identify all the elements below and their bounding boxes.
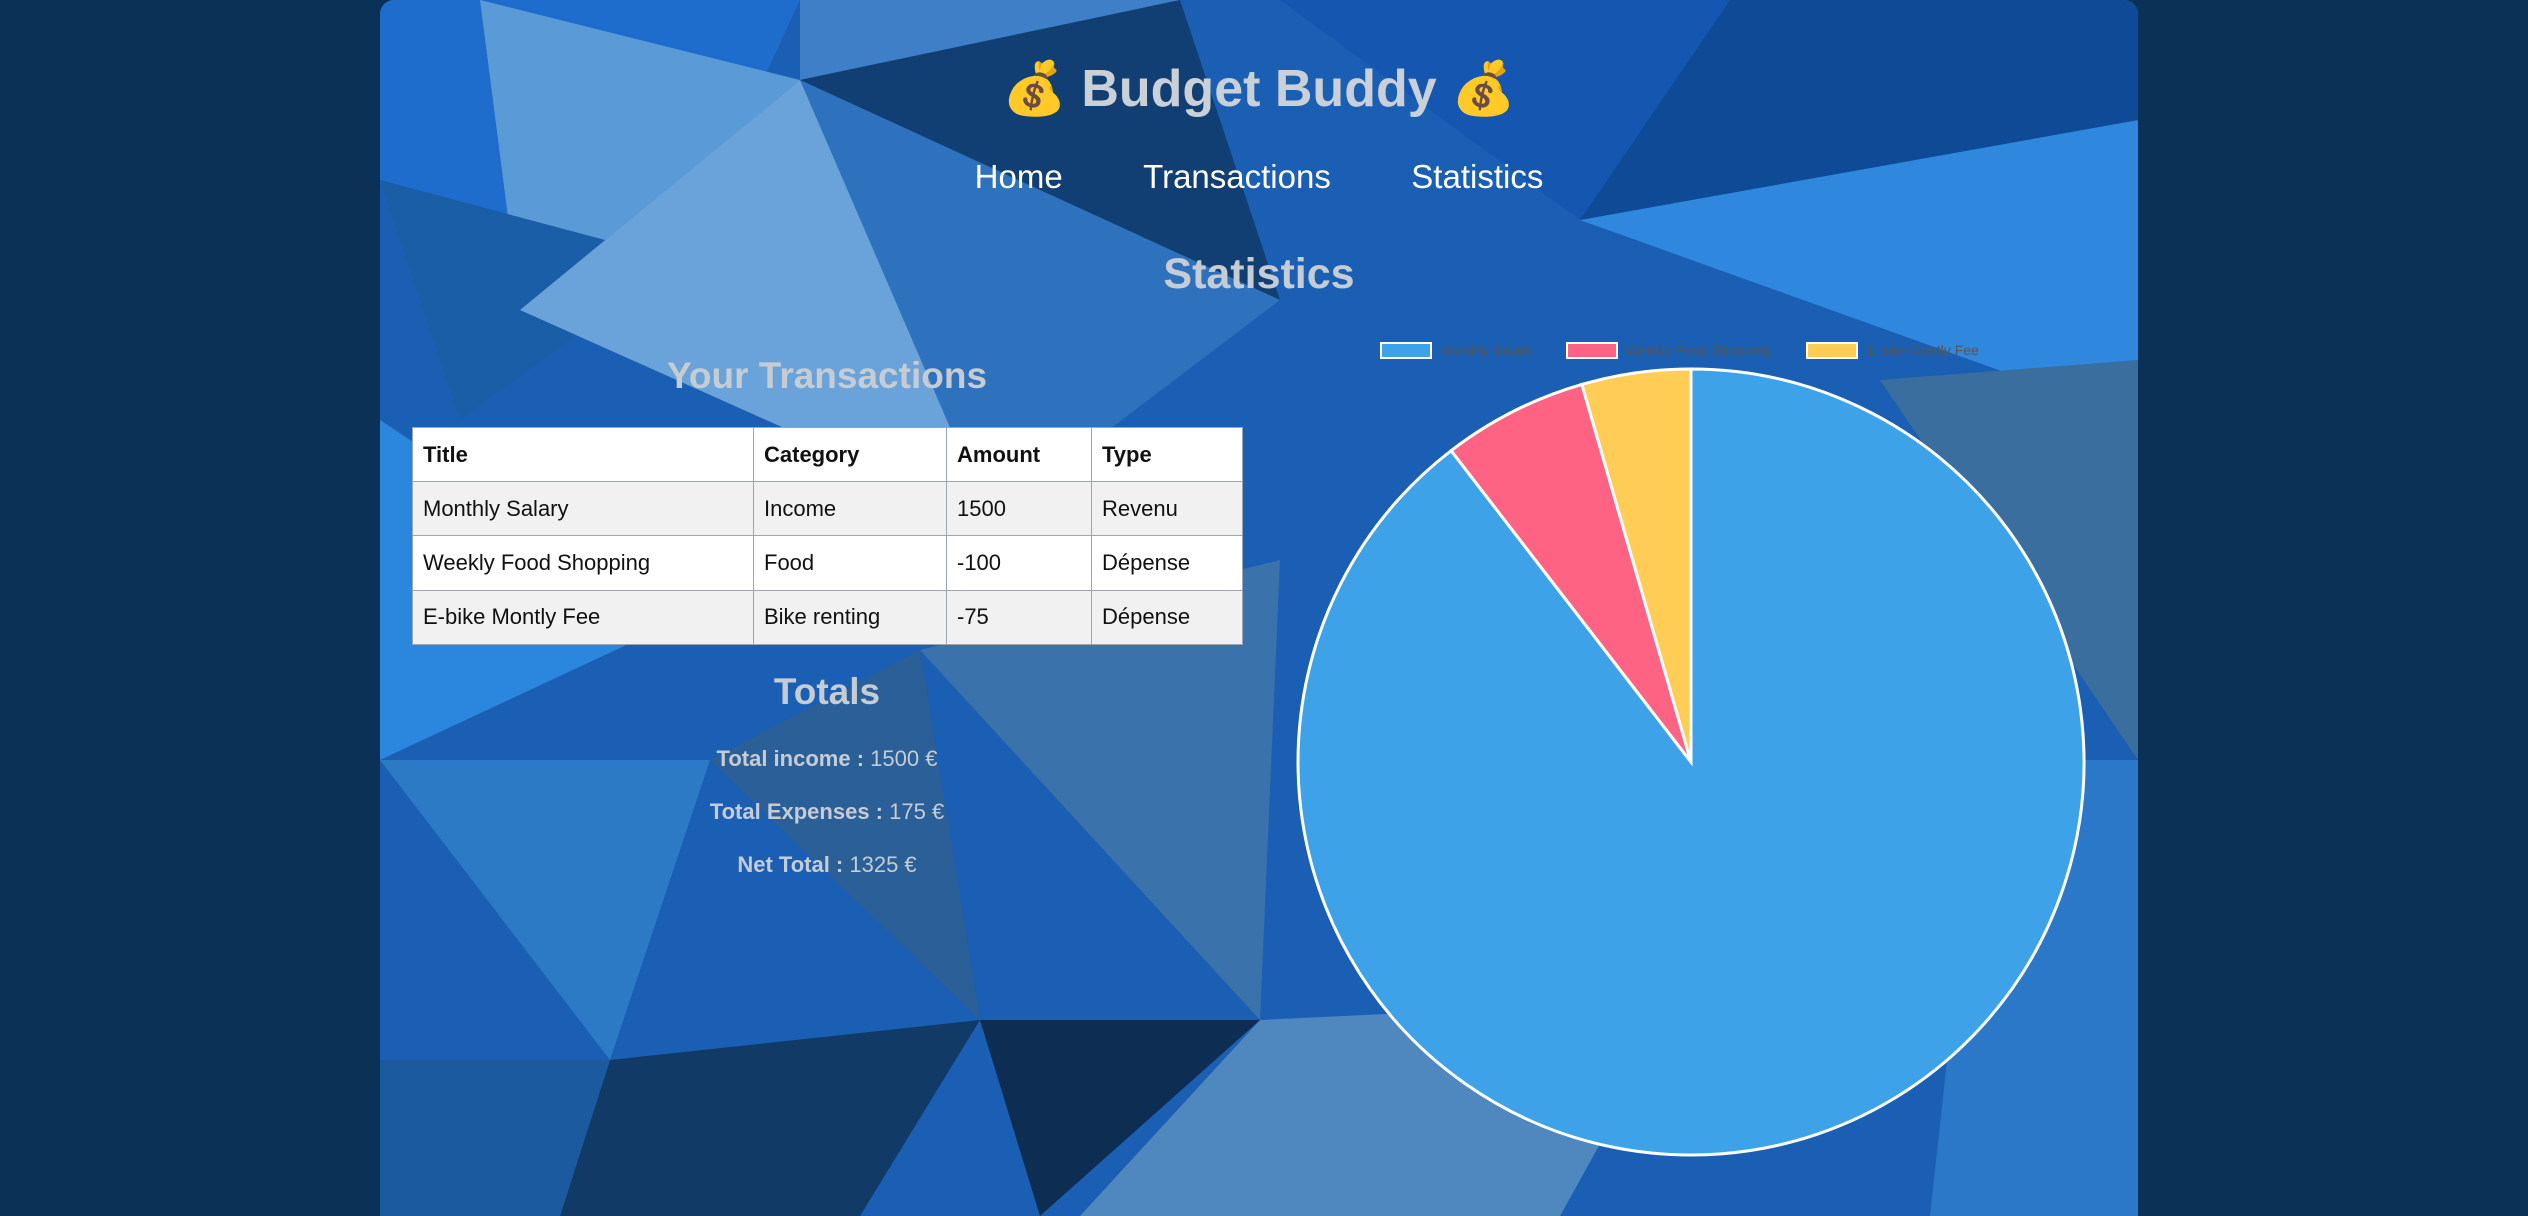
nav-transactions-link[interactable]: Transactions: [1143, 158, 1331, 195]
transactions-heading: Your Transactions: [666, 355, 988, 396]
cell-type: Dépense: [1091, 589, 1243, 646]
legend-label-ebike: E-bike Montly Fee: [1866, 342, 1979, 358]
cell-type: Revenu: [1091, 480, 1243, 537]
legend-item-ebike[interactable]: E-bike Montly Fee: [1806, 339, 1979, 361]
page-title: Statistics: [1163, 250, 1355, 298]
total-expenses-label: Total Expenses :: [709, 799, 883, 824]
cell-category: Food: [753, 535, 947, 591]
main-nav: Home Transactions Statistics: [380, 158, 2138, 196]
app-title: 💰 Budget Buddy 💰: [1002, 60, 1516, 118]
net-total-label: Net Total :: [737, 852, 844, 877]
nav-statistics-link[interactable]: Statistics: [1411, 158, 1544, 195]
pie-slice-ebike[interactable]: [1580, 367, 1693, 763]
cell-category: Income: [753, 480, 947, 537]
table-header-row: Title Category Amount Type: [412, 427, 1243, 482]
cell-type: Dépense: [1091, 535, 1243, 591]
legend-item-salary[interactable]: Monthly Salary: [1380, 339, 1533, 361]
app-page: 💰 Budget Buddy 💰 Home Transactions Stati…: [380, 0, 2138, 1216]
nav-home-link[interactable]: Home: [974, 158, 1063, 195]
legend-swatch-salary: [1380, 341, 1432, 359]
total-income-value: 1500 €: [870, 746, 938, 771]
column-header-type: Type: [1091, 427, 1243, 482]
total-income-label: Total income :: [716, 746, 865, 771]
cell-category: Bike renting: [753, 589, 947, 646]
net-total: Net Total : 1325 €: [412, 852, 1242, 878]
pie-slice-food[interactable]: [1449, 382, 1693, 763]
legend-label-food: Weekly Food Shopping: [1626, 342, 1771, 358]
cell-amount: -100: [946, 535, 1092, 591]
transactions-table: Title Category Amount Type Monthly Salar…: [412, 427, 1243, 646]
legend-label-salary: Monthly Salary: [1440, 342, 1533, 358]
table-row: Monthly Salary Income 1500 Revenu: [412, 480, 1243, 537]
total-expenses-value: 175 €: [889, 799, 945, 824]
table-row: E-bike Montly Fee Bike renting -75 Dépen…: [412, 589, 1243, 646]
chart-legend: Monthly Salary Weekly Food Shopping E-bi…: [380, 339, 2138, 361]
legend-swatch-ebike: [1806, 341, 1858, 359]
cell-amount: 1500: [946, 480, 1092, 537]
column-header-category: Category: [753, 427, 947, 482]
pie-chart: [1296, 367, 2086, 1157]
net-total-value: 1325 €: [849, 852, 917, 877]
main-content: 💰 Budget Buddy 💰 Home Transactions Stati…: [380, 0, 2138, 1216]
legend-item-food[interactable]: Weekly Food Shopping: [1566, 339, 1771, 361]
cell-title: Weekly Food Shopping: [412, 535, 754, 591]
cell-amount: -75: [946, 589, 1092, 646]
total-income: Total income : 1500 €: [412, 746, 1242, 772]
cell-title: Monthly Salary: [412, 480, 754, 537]
total-expenses: Total Expenses : 175 €: [412, 799, 1242, 825]
legend-swatch-food: [1566, 341, 1618, 359]
column-header-title: Title: [412, 427, 754, 482]
table-row: Weekly Food Shopping Food -100 Dépense: [412, 535, 1243, 591]
totals-heading: Totals: [773, 671, 881, 712]
